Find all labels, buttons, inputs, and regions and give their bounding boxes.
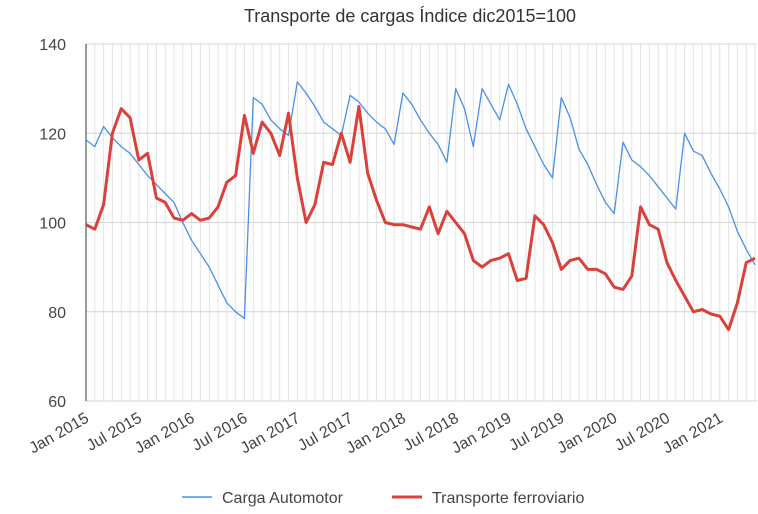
x-tick-label: Jan 2016 — [132, 410, 198, 458]
y-tick-label: 80 — [48, 305, 66, 322]
x-tick-label: Jan 2019 — [449, 410, 515, 458]
series-line — [85, 81, 756, 320]
y-tick-label: 100 — [39, 216, 66, 233]
y-tick-label: 120 — [39, 126, 66, 143]
chart-title: Transporte de cargas Índice dic2015=100 — [244, 6, 576, 26]
y-tick-label: 140 — [39, 37, 66, 54]
x-tick-label: Jan 2020 — [555, 410, 621, 458]
x-tick-label: Jan 2021 — [660, 410, 726, 458]
legend-label: Carga Automotor — [222, 490, 344, 507]
y-tick-label: 60 — [48, 394, 66, 411]
legend-item: Carga Automotor — [182, 490, 344, 507]
x-tick-label: Jan 2018 — [343, 410, 409, 458]
legend-item: Transporte ferroviario — [392, 490, 584, 507]
series-line — [85, 105, 756, 332]
legend-label: Transporte ferroviario — [432, 490, 584, 507]
x-tick-label: Jan 2015 — [26, 410, 92, 458]
x-tick-label: Jan 2017 — [238, 410, 304, 458]
